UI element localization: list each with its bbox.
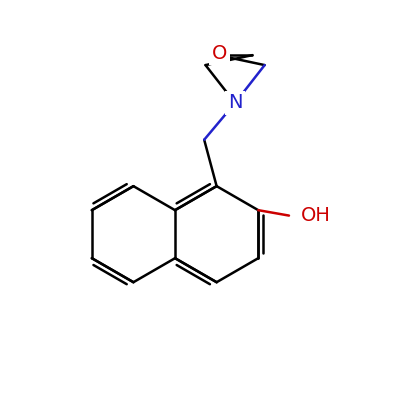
Text: N: N [228, 94, 242, 112]
Text: OH: OH [301, 206, 331, 225]
Text: O: O [212, 44, 227, 63]
